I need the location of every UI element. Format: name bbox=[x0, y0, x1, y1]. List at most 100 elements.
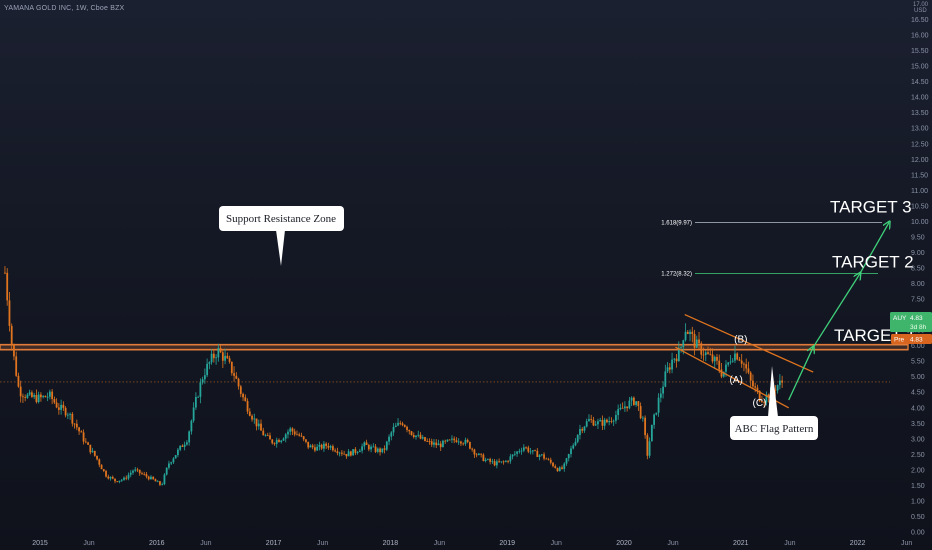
candle-body bbox=[394, 425, 397, 427]
candle-body bbox=[412, 434, 415, 438]
candle-body bbox=[707, 352, 709, 354]
candle-body bbox=[48, 391, 51, 397]
y-tick-label: 7.50 bbox=[911, 297, 925, 304]
fibonacci-levels bbox=[695, 221, 882, 274]
candle-body bbox=[460, 441, 462, 444]
candle-body bbox=[271, 439, 274, 444]
candle-body bbox=[194, 396, 197, 408]
x-tick-label: 2015 bbox=[32, 540, 48, 547]
candle-body bbox=[33, 395, 36, 397]
candle-body bbox=[626, 406, 629, 409]
candle-body bbox=[242, 393, 244, 398]
abc-pattern-callout-text: ABC Flag Pattern bbox=[735, 423, 814, 435]
x-tick-label: Jun bbox=[200, 540, 211, 547]
candle-body bbox=[98, 459, 101, 465]
x-tick-label: Jun bbox=[551, 540, 562, 547]
candle-body bbox=[552, 462, 554, 467]
candle-body bbox=[477, 453, 480, 455]
candle-body bbox=[518, 451, 521, 453]
candle-body bbox=[439, 443, 442, 448]
candle-body bbox=[46, 396, 49, 398]
candle-body bbox=[141, 473, 143, 475]
candle-body bbox=[107, 476, 110, 479]
candle-body bbox=[507, 460, 509, 462]
candle-body bbox=[484, 459, 487, 461]
candle-body bbox=[695, 339, 698, 348]
candle-body bbox=[329, 446, 332, 448]
pre-market-badge[interactable]: Pre 4.83 bbox=[891, 334, 932, 344]
candle-body bbox=[161, 484, 164, 485]
candle-body bbox=[17, 375, 20, 387]
abc-pattern-callout[interactable]: ABC Flag Pattern bbox=[730, 366, 818, 440]
candle-body bbox=[385, 441, 388, 450]
candle-body bbox=[433, 442, 435, 445]
candle-body bbox=[275, 439, 278, 444]
candle-body bbox=[608, 421, 611, 423]
abc-channel bbox=[675, 313, 814, 409]
y-tick-label: 14.00 bbox=[911, 95, 929, 102]
candle-body bbox=[39, 394, 42, 398]
candle-body bbox=[343, 453, 346, 455]
candle-body bbox=[680, 347, 682, 348]
candle-body bbox=[192, 407, 195, 421]
candle-body bbox=[125, 477, 128, 479]
candle-body bbox=[206, 363, 209, 376]
candle-body bbox=[66, 414, 69, 416]
time-axis[interactable]: 2015 Jun 2016 Jun 2017 Jun 2018 Jun 2019 Jun 2020 J… bbox=[32, 540, 912, 547]
x-tick-label: 2020 bbox=[616, 540, 632, 547]
y-axis-top-value: 17.00 bbox=[913, 2, 929, 8]
candle-body bbox=[325, 443, 328, 446]
candle-body bbox=[421, 437, 424, 439]
candle-body bbox=[540, 454, 543, 456]
candle-body bbox=[576, 434, 579, 442]
support-resistance-callout[interactable]: Support Resistance Zone bbox=[219, 206, 344, 266]
candle-body bbox=[221, 352, 224, 361]
candle-body bbox=[273, 443, 276, 445]
candle-body bbox=[426, 441, 429, 442]
candle-body bbox=[668, 367, 671, 370]
candle-body bbox=[37, 394, 40, 403]
price-axis[interactable]: 0.00 0.50 1.00 1.50 2.00 2.50 3.00 3.50 4.00 4.50… bbox=[911, 17, 929, 536]
candle-body bbox=[691, 331, 694, 335]
candle-body bbox=[60, 404, 63, 410]
candle-body bbox=[282, 438, 285, 441]
candle-body bbox=[628, 400, 631, 409]
candle-body bbox=[469, 442, 471, 449]
pre-market-badge-bg bbox=[891, 334, 932, 344]
candle-body bbox=[215, 357, 217, 359]
y-tick-label: 3.50 bbox=[911, 421, 925, 428]
y-tick-label: 11.00 bbox=[911, 188, 928, 195]
y-tick-label: 14.50 bbox=[911, 79, 929, 86]
candle-body bbox=[736, 353, 739, 360]
candle-body bbox=[682, 340, 685, 348]
candle-body bbox=[244, 397, 247, 402]
candle-body bbox=[51, 391, 54, 400]
candle-body bbox=[230, 361, 233, 374]
candle-body bbox=[152, 476, 155, 480]
candle-body bbox=[64, 407, 67, 416]
last-price-badge[interactable]: AUY 4.83 3d 8h bbox=[890, 312, 932, 332]
candle-body bbox=[511, 454, 514, 457]
candle-body bbox=[664, 371, 667, 387]
candle-body bbox=[597, 421, 599, 425]
candle-body bbox=[698, 339, 700, 344]
candle-body bbox=[601, 420, 604, 426]
candle-body bbox=[8, 300, 11, 326]
candle-body bbox=[493, 461, 496, 466]
candle-body bbox=[392, 426, 395, 433]
candle-body bbox=[599, 420, 602, 422]
candle-body bbox=[617, 409, 620, 416]
candle-body bbox=[251, 415, 253, 420]
y-tick-label: 5.00 bbox=[911, 374, 925, 381]
candle-body bbox=[662, 386, 664, 394]
candle-body bbox=[594, 424, 597, 426]
candle-body bbox=[756, 387, 759, 391]
candle-body bbox=[720, 369, 723, 377]
candle-body bbox=[547, 459, 550, 461]
y-axis-currency: USD bbox=[914, 8, 927, 14]
candle-body bbox=[549, 459, 552, 463]
candle-body bbox=[408, 429, 411, 432]
y-tick-label: 2.00 bbox=[911, 467, 925, 474]
